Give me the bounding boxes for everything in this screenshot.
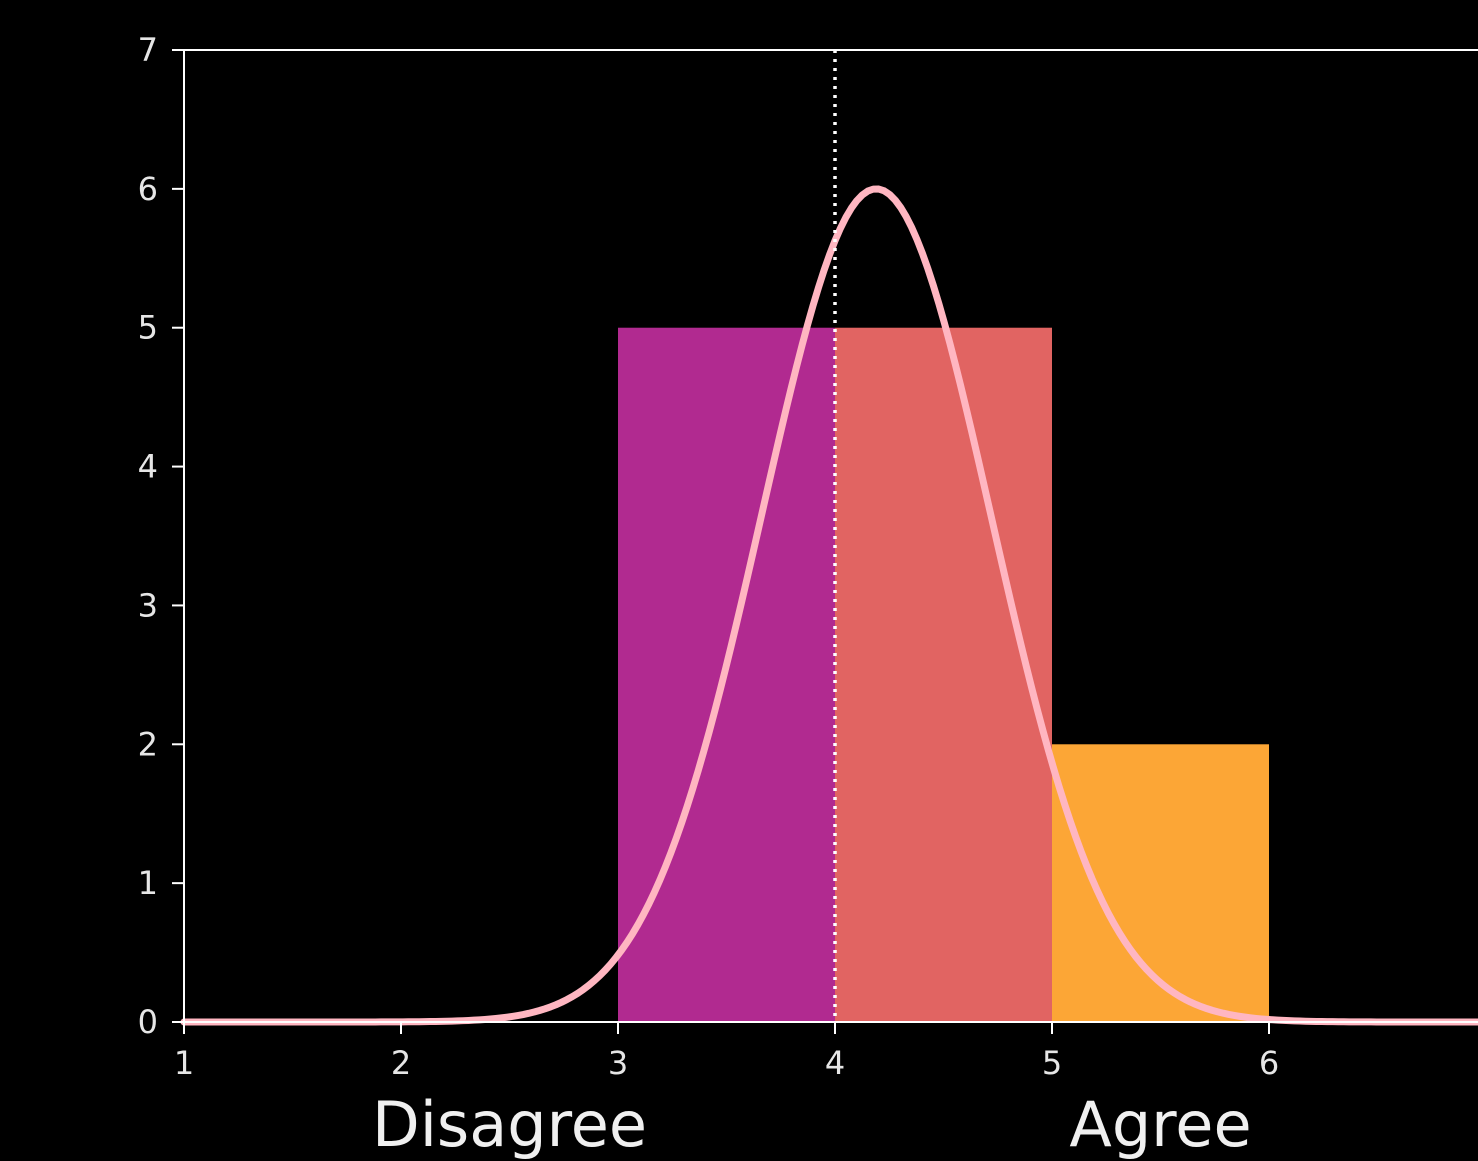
x-tick-label-6: 6 bbox=[1259, 1044, 1279, 1082]
x-tick-label-5: 5 bbox=[1042, 1044, 1062, 1082]
y-tick-label-3: 3 bbox=[138, 586, 158, 624]
category-label-agree: Agree bbox=[1069, 1088, 1251, 1161]
y-tick-label-1: 1 bbox=[138, 864, 158, 902]
x-tick-label-4: 4 bbox=[825, 1044, 845, 1082]
y-tick-label-7: 7 bbox=[138, 31, 158, 69]
y-tick-label-6: 6 bbox=[138, 170, 158, 208]
y-tick-label-4: 4 bbox=[138, 448, 158, 486]
y-tick-label-2: 2 bbox=[138, 725, 158, 763]
labels-layer: Disagree Agree bbox=[372, 1088, 1252, 1161]
y-tick-label-5: 5 bbox=[138, 309, 158, 347]
bar-2 bbox=[835, 327, 1052, 1022]
category-label-disagree: Disagree bbox=[372, 1088, 647, 1161]
x-tick-label-1: 1 bbox=[174, 1044, 194, 1082]
x-tick-label-2: 2 bbox=[391, 1044, 411, 1082]
x-tick-label-3: 3 bbox=[608, 1044, 628, 1082]
y-tick-label-0: 0 bbox=[138, 1003, 158, 1041]
bar-3 bbox=[1052, 744, 1269, 1022]
